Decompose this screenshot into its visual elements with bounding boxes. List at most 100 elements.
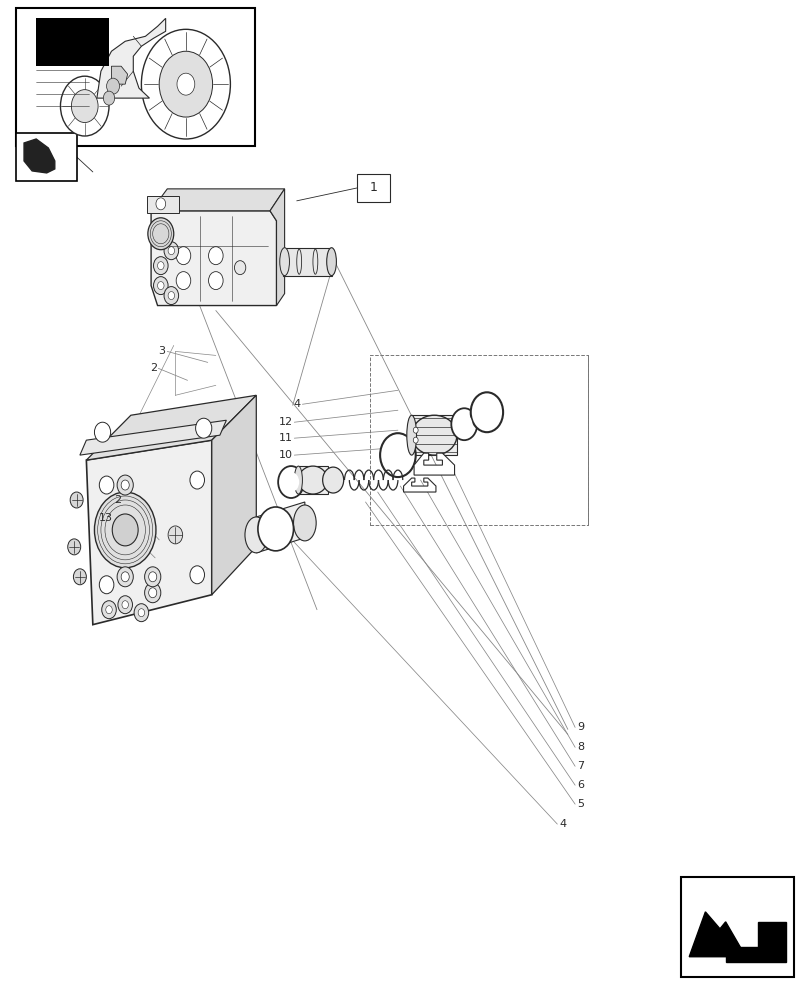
Polygon shape (86, 395, 256, 460)
Circle shape (476, 399, 497, 425)
Bar (680, 877, 793, 977)
Text: 8: 8 (577, 742, 584, 752)
Text: 11: 11 (278, 433, 292, 443)
Circle shape (157, 282, 164, 290)
Circle shape (148, 588, 157, 598)
Polygon shape (79, 420, 226, 455)
Circle shape (380, 433, 415, 477)
Circle shape (413, 427, 418, 433)
Circle shape (322, 467, 343, 493)
Circle shape (101, 601, 116, 619)
Circle shape (278, 466, 303, 498)
Text: 13: 13 (99, 513, 113, 523)
Circle shape (176, 247, 191, 265)
Circle shape (153, 277, 168, 295)
Polygon shape (24, 139, 54, 173)
Circle shape (157, 262, 164, 270)
Text: 12: 12 (278, 417, 292, 427)
Bar (298, 466, 327, 494)
Circle shape (258, 507, 293, 551)
Circle shape (470, 392, 503, 432)
Text: 5: 5 (577, 799, 584, 809)
Circle shape (144, 567, 161, 587)
Polygon shape (212, 395, 256, 595)
Circle shape (60, 76, 109, 136)
Circle shape (386, 441, 409, 469)
Circle shape (164, 242, 178, 260)
Circle shape (283, 472, 298, 492)
Circle shape (105, 606, 112, 614)
Ellipse shape (298, 466, 327, 494)
Circle shape (112, 514, 138, 546)
Polygon shape (403, 478, 436, 492)
Polygon shape (689, 912, 745, 957)
Circle shape (118, 596, 132, 614)
Circle shape (208, 247, 223, 265)
Polygon shape (151, 189, 285, 211)
Text: 9: 9 (577, 722, 584, 732)
Polygon shape (151, 211, 277, 306)
Circle shape (122, 601, 128, 609)
Circle shape (94, 422, 110, 442)
Circle shape (67, 539, 80, 555)
Ellipse shape (294, 466, 302, 494)
Bar (18, 10, 253, 144)
Polygon shape (86, 440, 212, 625)
Circle shape (106, 78, 119, 94)
Circle shape (71, 90, 98, 123)
Circle shape (177, 73, 195, 95)
Text: 4: 4 (294, 399, 300, 409)
Circle shape (138, 609, 144, 617)
Circle shape (148, 572, 157, 582)
Circle shape (456, 414, 472, 434)
Circle shape (190, 566, 204, 584)
Circle shape (208, 272, 223, 290)
Circle shape (153, 257, 168, 275)
Circle shape (413, 437, 418, 443)
Ellipse shape (280, 248, 289, 276)
Bar (369, 355, 587, 525)
Polygon shape (147, 196, 179, 213)
Circle shape (99, 576, 114, 594)
Circle shape (70, 492, 83, 508)
Circle shape (117, 567, 133, 587)
Polygon shape (283, 248, 331, 276)
Circle shape (141, 29, 230, 139)
Circle shape (134, 604, 148, 622)
Circle shape (94, 492, 156, 568)
Polygon shape (414, 453, 454, 475)
Text: 4: 4 (559, 819, 566, 829)
Circle shape (103, 91, 114, 105)
Polygon shape (256, 502, 304, 553)
Circle shape (73, 569, 86, 585)
Bar (411, 415, 457, 455)
Circle shape (234, 261, 246, 275)
Circle shape (144, 583, 161, 603)
Bar (36, 18, 109, 66)
Circle shape (195, 418, 212, 438)
Circle shape (117, 475, 133, 495)
Polygon shape (725, 922, 785, 962)
Circle shape (99, 476, 114, 494)
Circle shape (164, 287, 178, 305)
Polygon shape (97, 18, 165, 98)
Bar (16, 133, 76, 181)
Polygon shape (270, 189, 285, 306)
Text: 10: 10 (278, 450, 292, 460)
Text: 7: 7 (577, 761, 584, 771)
Polygon shape (111, 66, 127, 84)
Bar (357, 174, 389, 202)
Bar (16, 8, 255, 146)
Ellipse shape (411, 415, 457, 455)
Circle shape (451, 408, 477, 440)
Circle shape (168, 292, 174, 300)
Circle shape (190, 471, 204, 489)
Ellipse shape (293, 505, 315, 541)
Circle shape (148, 218, 174, 250)
Circle shape (121, 572, 129, 582)
Text: 2: 2 (149, 363, 157, 373)
Circle shape (176, 272, 191, 290)
Circle shape (121, 480, 129, 490)
Text: 1: 1 (369, 181, 377, 194)
Circle shape (159, 51, 212, 117)
